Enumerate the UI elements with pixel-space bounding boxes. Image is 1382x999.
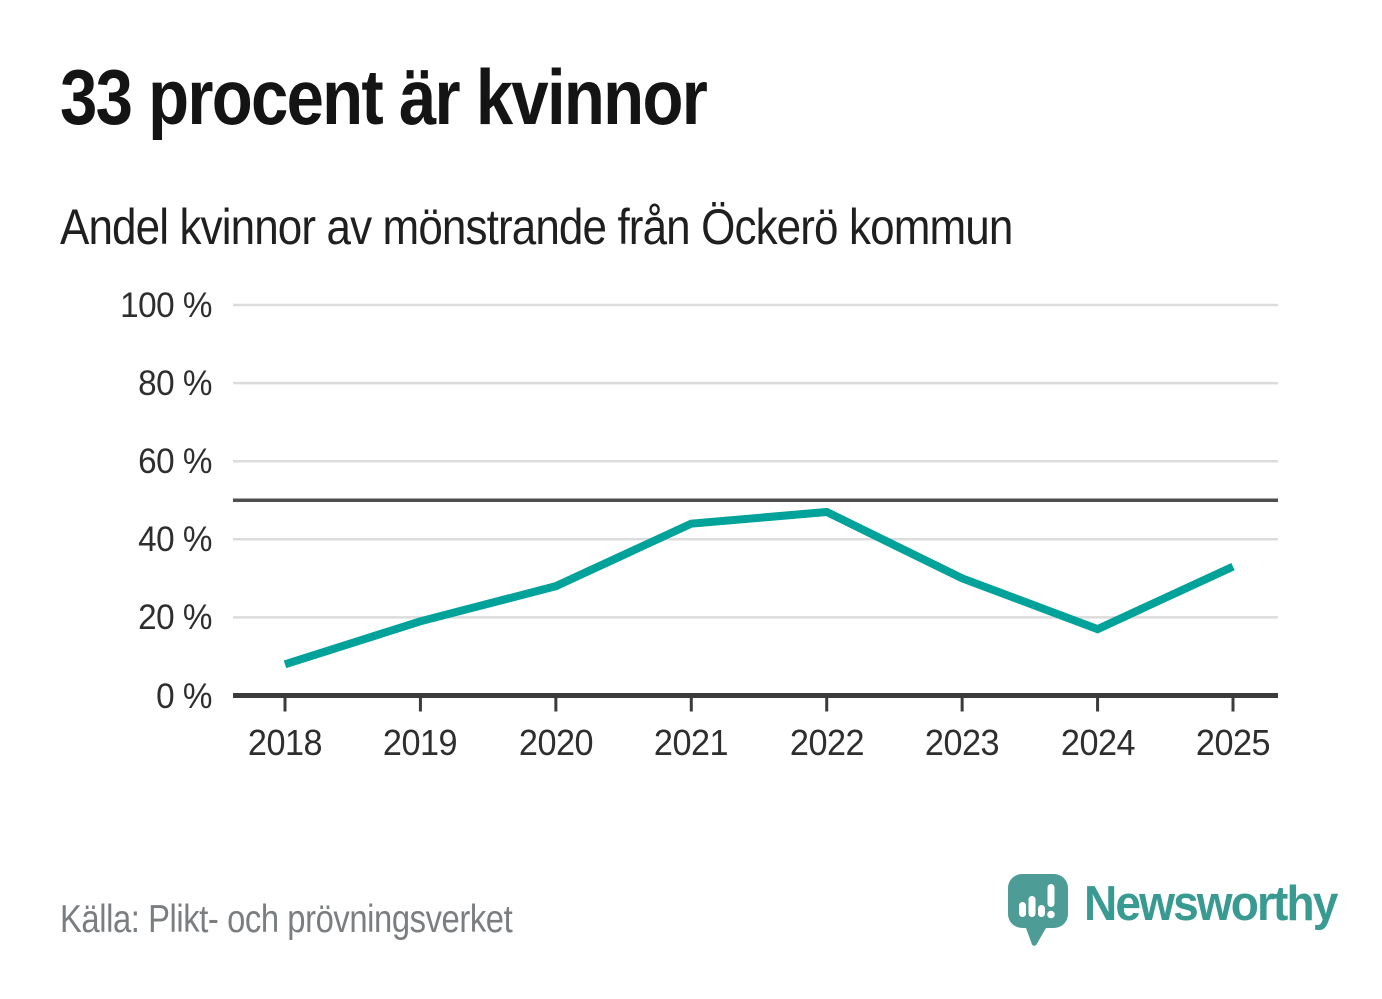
y-axis-label: 20 % (138, 598, 212, 638)
x-axis-label: 2021 (654, 722, 729, 763)
x-axis-label: 2023 (925, 722, 1000, 763)
y-axis-label: 60 % (138, 442, 212, 482)
brand-lockup: Newsworthy (1008, 874, 1353, 948)
newsworthy-logo-icon (1008, 874, 1068, 946)
y-axis-label: 80 % (138, 364, 212, 404)
x-axis-label: 2020 (518, 722, 594, 763)
y-axis-label: 100 % (120, 286, 212, 325)
x-axis-label: 2025 (1195, 722, 1271, 763)
y-axis-label: 0 % (156, 676, 212, 716)
x-axis-label: 2019 (383, 722, 458, 763)
data-line-andel-kvinnor (283, 507, 1235, 669)
x-axis-label: 2018 (247, 722, 323, 763)
page-title: 33 procent är kvinnor (60, 53, 708, 141)
y-axis-label: 40 % (138, 520, 212, 560)
chart-subtitle: Andel kvinnor av mönstrande från Öckerö … (60, 199, 1013, 255)
brand-name: Newsworthy (1084, 877, 1338, 931)
x-axis-label: 2024 (1060, 722, 1135, 763)
source-text: Källa: Plikt- och prövningsverket (60, 898, 513, 941)
x-axis-label: 2022 (789, 722, 865, 763)
